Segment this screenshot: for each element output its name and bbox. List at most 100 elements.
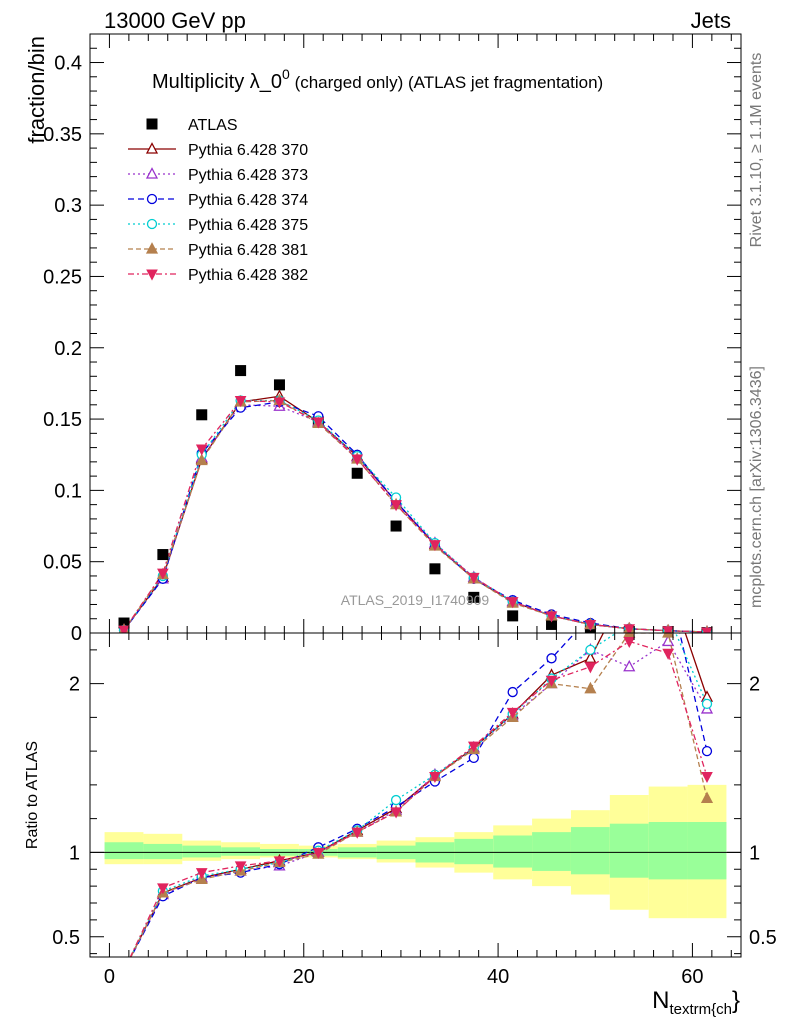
ratio-frame xyxy=(89,632,742,958)
data-point-atlas xyxy=(546,618,558,630)
ratio-point-6 xyxy=(119,967,129,977)
band-inner-bin xyxy=(143,843,183,860)
ratio-point-6 xyxy=(351,827,364,839)
data-point-mc-6 xyxy=(662,626,674,633)
main-y-tick-label: 0 xyxy=(71,623,82,645)
band-inner-bin xyxy=(221,847,261,856)
x-axis-label-tail: } xyxy=(732,987,740,1014)
ratio-point-6 xyxy=(662,648,674,660)
main-y-tick-label: 0.4 xyxy=(54,53,82,75)
ratio-point-6 xyxy=(467,741,480,753)
ratio-point-6 xyxy=(195,868,208,880)
legend-marker-2 xyxy=(145,167,159,179)
data-point-mc-6 xyxy=(429,540,441,552)
ratio-point-3 xyxy=(468,752,479,764)
data-point-atlas xyxy=(468,591,480,603)
legend-marker-4 xyxy=(146,218,158,230)
legend-marker-1 xyxy=(145,142,159,154)
mcplots-text: mcplots.cern.ch [arXiv:1306.3436] xyxy=(748,366,765,608)
main-y-tick-label: 0.25 xyxy=(43,266,82,288)
data-point-mc-6 xyxy=(234,396,247,408)
x-axis-label: Ntextrm{ch} xyxy=(652,987,740,1018)
ratio-y-axis-label: Ratio to ATLAS xyxy=(24,741,41,849)
main-y-tick-label: 0.05 xyxy=(43,552,82,574)
ratio-point-6 xyxy=(157,883,169,895)
ratio-point-5 xyxy=(119,965,129,975)
ratio-line-3 xyxy=(130,633,708,957)
x-axis-label-subscript: textrm{ch xyxy=(669,1001,732,1018)
data-point-atlas xyxy=(118,617,130,629)
band-inner-bin xyxy=(648,822,688,880)
ratio-series-group xyxy=(119,577,714,977)
ratio-point-3 xyxy=(546,653,557,664)
ratio-line-4 xyxy=(129,633,708,957)
legend-marker-5 xyxy=(145,242,159,254)
data-point-atlas xyxy=(507,610,519,622)
legend-marker-6 xyxy=(146,269,158,281)
legend-label-2: Pythia 6.428 373 xyxy=(188,167,308,184)
plot-title: Multiplicity λ_00 (charged only) (ATLAS … xyxy=(152,66,603,93)
ratio-point-6 xyxy=(234,861,247,873)
legend-marker-3 xyxy=(146,193,158,205)
x-tick-label: 40 xyxy=(487,966,509,988)
data-point-mc-6 xyxy=(351,454,364,466)
ratio-point-6 xyxy=(701,771,713,784)
data-point-mc-5 xyxy=(195,453,208,466)
plot-title-main: Multiplicity λ_0 xyxy=(152,71,282,93)
main-y-tick-label: 0.2 xyxy=(54,338,82,360)
ratio-point-5 xyxy=(700,791,714,804)
ratio-point-3 xyxy=(625,578,634,587)
legend-label-4: Pythia 6.428 375 xyxy=(188,217,308,234)
data-point-atlas xyxy=(390,520,402,532)
analysis-watermark: ATLAS_2019_I1740909 xyxy=(341,592,490,608)
data-point-mc-6 xyxy=(118,625,130,633)
legend-label-6: Pythia 6.428 382 xyxy=(188,267,308,284)
ratio-point-5 xyxy=(662,633,675,638)
plot-title-superscript: 0 xyxy=(282,66,290,82)
legend-label-0: ATLAS xyxy=(188,117,238,134)
data-point-mc-6 xyxy=(312,417,325,429)
data-point-mc-6 xyxy=(506,597,519,609)
ratio-point-3 xyxy=(701,745,713,757)
series-line-6 xyxy=(123,399,708,633)
x-axis-label-main: N xyxy=(652,987,669,1014)
data-point-mc-6 xyxy=(273,397,286,409)
legend: ATLAS Pythia 6.428 370 Pythia 6.428 373 Pyt… xyxy=(128,117,308,284)
main-y-tick-label: 0.15 xyxy=(43,409,82,431)
ratio-point-6 xyxy=(545,675,558,687)
band-inner-bin xyxy=(687,822,727,880)
data-point-atlas xyxy=(157,549,169,561)
ratio-point-4 xyxy=(120,966,129,975)
data-point-atlas xyxy=(235,365,247,377)
ratio-point-5 xyxy=(584,681,597,694)
ratio-point-6 xyxy=(429,771,441,784)
ratio-point-6 xyxy=(623,636,636,649)
main-y-tick-label: 0.1 xyxy=(54,480,82,502)
ratio-plot-panel: 0 20 40 60 0.5 1 2 0.5 1 2 xyxy=(52,577,777,988)
data-point-atlas xyxy=(273,379,285,391)
band-inner-bin xyxy=(182,845,222,858)
ratio-point-4 xyxy=(701,698,713,710)
x-tick-label: 20 xyxy=(293,966,315,988)
data-point-mc-6 xyxy=(195,444,208,456)
ratio-point-2 xyxy=(662,634,675,647)
ratio-y-tick-label-right: 2 xyxy=(749,674,760,696)
ratio-line-6 xyxy=(129,640,708,957)
ratio-point-4 xyxy=(585,644,596,656)
ratio-point-1 xyxy=(663,577,673,587)
ratio-y-tick-label-right: 1 xyxy=(749,842,760,864)
data-point-atlas xyxy=(429,563,441,575)
legend-label-3: Pythia 6.428 374 xyxy=(188,192,308,209)
legend-label-1: Pythia 6.428 370 xyxy=(188,142,308,159)
data-point-mc-6 xyxy=(623,624,636,633)
x-tick-label: 0 xyxy=(104,966,115,988)
rivet-version-text: Rivet 3.1.10, ≥ 1.1M events xyxy=(748,53,765,248)
ratio-point-3 xyxy=(120,966,129,975)
data-point-atlas xyxy=(196,409,208,421)
band-inner-bin xyxy=(104,842,144,860)
ratio-point-1 xyxy=(624,577,634,587)
band-inner-bin xyxy=(493,835,533,868)
ratio-uncertainty-bands xyxy=(104,784,727,919)
ratio-point-3 xyxy=(507,686,518,698)
